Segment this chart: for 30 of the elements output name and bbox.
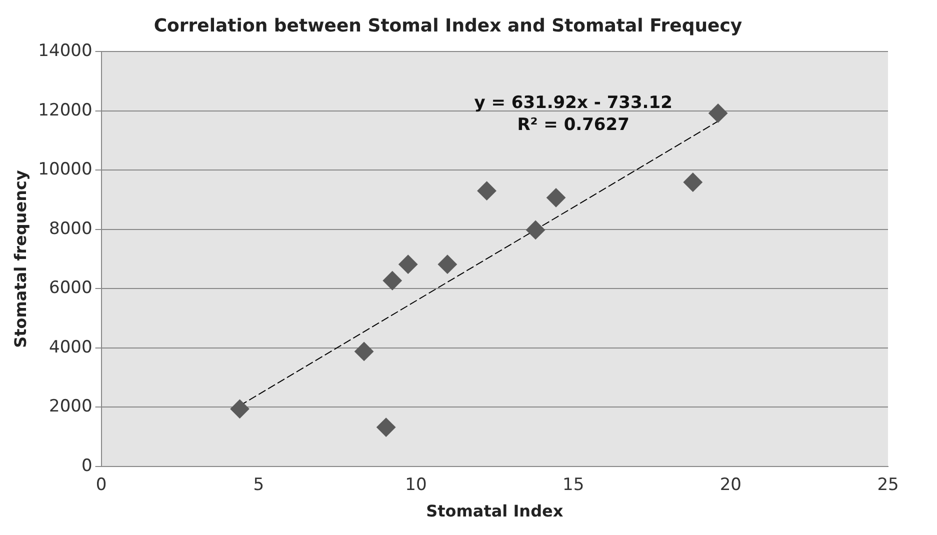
x-tick-label: 20: [720, 475, 742, 496]
point: [526, 220, 546, 240]
y-tick-label: 8000: [49, 218, 92, 239]
y-tick-label: 12000: [38, 100, 92, 120]
point: [683, 172, 702, 192]
point: [708, 104, 728, 123]
chart-title: Correlation between Stomal Index and Stomatal Frequecy: [154, 15, 742, 36]
y-tick-label: 10000: [38, 160, 92, 180]
x-tick-label: 0: [96, 475, 107, 496]
x-tick-label: 15: [562, 475, 584, 496]
x-tick-label: 25: [877, 475, 899, 496]
point: [398, 254, 418, 274]
y-tick-label: 14000: [38, 41, 92, 62]
y-tick-label: 2000: [49, 396, 92, 417]
y-tick-label: 4000: [49, 337, 92, 358]
point: [354, 342, 374, 361]
point: [382, 271, 402, 290]
point: [376, 418, 396, 437]
annotation: R² = 0.7627: [517, 114, 630, 135]
x-tick-label: 5: [253, 475, 264, 496]
y-axis-title: Stomatal frequency: [10, 170, 30, 348]
x-tick-label: 10: [405, 475, 427, 496]
y-tick-label: 6000: [49, 278, 92, 298]
point: [438, 254, 457, 274]
point: [546, 188, 566, 208]
annotation: y = 631.92x - 733.12: [474, 92, 672, 113]
x-axis-title: Stomatal Index: [426, 502, 564, 521]
point: [230, 399, 250, 418]
y-tick-label: 0: [81, 456, 92, 476]
point: [477, 181, 496, 200]
